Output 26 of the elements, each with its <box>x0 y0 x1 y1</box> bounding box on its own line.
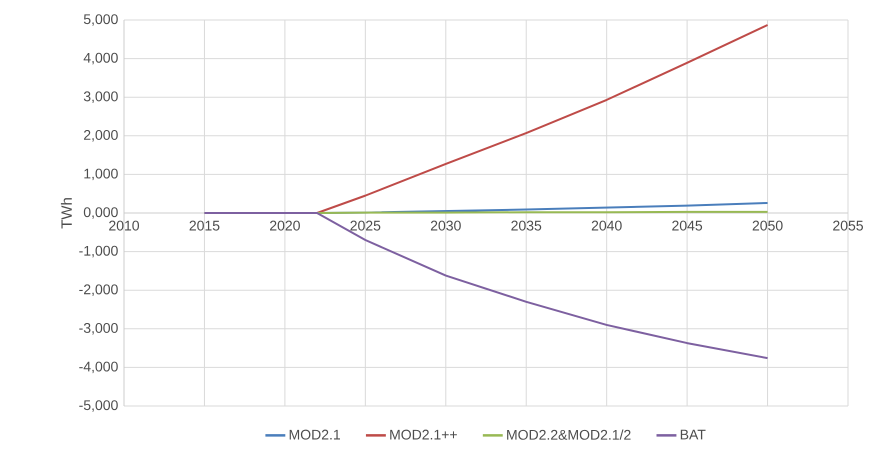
y-tick-label: 0,000 <box>84 207 118 219</box>
x-tick-label: 2025 <box>350 220 380 231</box>
legend-label: MOD2.1++ <box>390 430 457 440</box>
x-tick-label: 2040 <box>592 220 622 231</box>
y-tick-label: 2,000 <box>84 130 118 142</box>
y-tick-label: 5,000 <box>84 14 118 26</box>
legend-label: BAT <box>680 430 706 440</box>
legend-label: MOD2.2&MOD2.1/2 <box>507 430 631 440</box>
x-tick-label: 2055 <box>833 220 863 231</box>
x-tick-label: 2050 <box>752 220 783 231</box>
y-tick-label: 4,000 <box>84 52 118 64</box>
y-tick-label: -2,000 <box>79 284 118 296</box>
y-tick-label: 1,000 <box>84 168 118 180</box>
y-tick-label: -4,000 <box>79 362 118 374</box>
y-tick-label: 3,000 <box>84 91 118 103</box>
x-tick-label: 2045 <box>672 220 702 231</box>
y-tick-label: -3,000 <box>79 323 118 335</box>
x-tick-label: 2020 <box>270 220 300 231</box>
x-tick-label: 2030 <box>430 220 461 231</box>
x-tick-label: 2010 <box>109 220 140 231</box>
x-tick-label: 2035 <box>511 220 542 231</box>
legend-label: MOD2.1 <box>290 430 340 440</box>
y-axis-title: TWh <box>60 198 72 228</box>
y-tick-label: -5,000 <box>79 400 118 412</box>
y-tick-label: -1,000 <box>79 246 118 258</box>
x-tick-label: 2015 <box>190 220 220 231</box>
